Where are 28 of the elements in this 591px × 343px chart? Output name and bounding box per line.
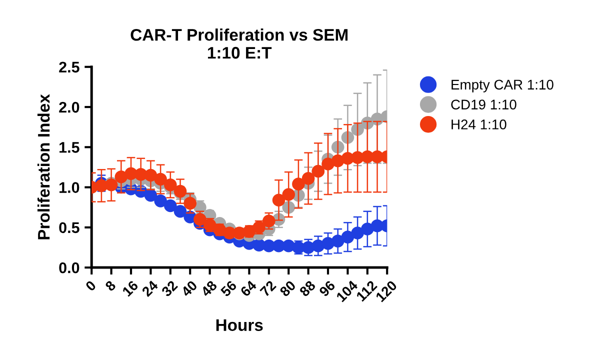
x-tick-label: 72 xyxy=(260,280,277,297)
x-tick-label: 16 xyxy=(122,280,139,297)
x-tick-label: 88 xyxy=(298,280,316,298)
y-tick-label: 2.5 xyxy=(59,62,80,73)
y-axis-title: Proliferation Index xyxy=(37,94,50,240)
x-tick-label: 112 xyxy=(356,280,378,302)
y-tick-label: 0.5 xyxy=(59,222,80,234)
x-tick-label: 120 xyxy=(375,280,398,302)
x-tick-label: 104 xyxy=(336,280,358,302)
y-tick-label: 1.5 xyxy=(60,142,80,153)
x-tick-label: 8 xyxy=(104,280,116,292)
y-tick-label: 2.0 xyxy=(59,102,80,113)
y-tick-label: 1.0 xyxy=(60,182,80,193)
x-tick-label: 56 xyxy=(220,280,238,298)
legend-label: H24 1:10 xyxy=(452,120,506,130)
x-axis-title: Hours xyxy=(216,319,263,332)
x-tick-label: 48 xyxy=(200,280,218,298)
x-tick-label: 96 xyxy=(318,280,336,298)
legend-label: Empty CAR 1:10 xyxy=(452,80,554,92)
y-tick-label: 0.0 xyxy=(59,262,80,274)
legend-label: CD19 1:10 xyxy=(451,100,516,110)
chart-title: CAR-T Proliferation vs SEM 1:10 E:T xyxy=(130,28,348,59)
x-tick-label: 64 xyxy=(240,280,258,298)
x-tick-label: 24 xyxy=(141,280,159,298)
x-tick-label: 0 xyxy=(84,280,97,292)
x-tick-label: 32 xyxy=(160,280,178,298)
x-tick-label: 80 xyxy=(279,280,296,298)
x-tick-label: 40 xyxy=(180,280,198,298)
